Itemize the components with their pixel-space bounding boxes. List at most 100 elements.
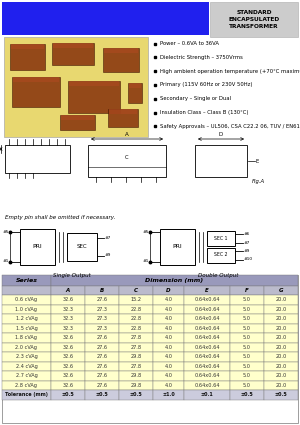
Bar (264, 295, 298, 304)
Bar (119, 295, 153, 304)
Text: 27.8: 27.8 (130, 335, 142, 340)
Bar (230, 323, 264, 333)
Text: SEC 2: SEC 2 (214, 252, 228, 258)
Bar (85, 352, 119, 362)
Text: 32.6: 32.6 (62, 345, 74, 350)
Bar (2, 314, 51, 323)
Bar (264, 323, 298, 333)
Text: 0.64x0.64: 0.64x0.64 (194, 364, 220, 369)
Bar (2, 286, 51, 295)
Bar (184, 314, 230, 323)
Bar (153, 371, 184, 380)
Text: Secondary – Single or Dual: Secondary – Single or Dual (160, 96, 231, 101)
Bar (61, 115, 94, 120)
Text: #5: #5 (142, 230, 149, 233)
Bar (51, 371, 85, 380)
Bar (69, 81, 119, 86)
Bar (60, 115, 95, 130)
Bar (2, 323, 51, 333)
Text: 0.64x0.64: 0.64x0.64 (194, 297, 220, 302)
Bar (2, 352, 51, 362)
Bar (160, 229, 195, 264)
Text: A: A (125, 132, 129, 137)
Bar (230, 333, 264, 343)
Text: Tolerance (mm): Tolerance (mm) (5, 392, 48, 397)
Bar (230, 343, 264, 352)
Text: #5: #5 (2, 230, 9, 233)
Bar (119, 286, 153, 295)
Text: 5.0: 5.0 (243, 326, 251, 331)
Text: ±0.5: ±0.5 (241, 392, 253, 397)
Bar (108, 109, 138, 127)
Text: 4.0: 4.0 (164, 373, 172, 378)
Text: ±0.5: ±0.5 (130, 392, 142, 397)
Bar (4, 37, 148, 137)
Bar (53, 43, 93, 48)
Bar (51, 275, 298, 286)
Text: 4.0: 4.0 (164, 316, 172, 321)
Bar (119, 362, 153, 371)
Bar (85, 314, 119, 323)
Text: 0.64x0.64: 0.64x0.64 (194, 316, 220, 321)
Text: Dimension (mm): Dimension (mm) (146, 278, 203, 283)
Text: 22.8: 22.8 (130, 316, 142, 321)
Text: 5.0: 5.0 (243, 373, 251, 378)
Text: 32.3: 32.3 (62, 316, 74, 321)
Bar (12, 77, 60, 107)
Bar (2, 295, 51, 304)
Bar (230, 304, 264, 314)
Text: 5.0: 5.0 (243, 354, 251, 359)
Bar (51, 295, 85, 304)
Text: 29.8: 29.8 (130, 373, 142, 378)
Text: #9: #9 (244, 249, 250, 252)
Text: 5.0: 5.0 (243, 345, 251, 350)
Text: F: F (245, 288, 249, 293)
Bar (2, 304, 51, 314)
Text: 5.0: 5.0 (243, 383, 251, 388)
Text: 4.0: 4.0 (164, 307, 172, 312)
Text: High ambient operation temperature (+70°C maximum): High ambient operation temperature (+70°… (160, 68, 300, 74)
Bar (230, 286, 264, 295)
Text: Power – 0.6VA to 36VA: Power – 0.6VA to 36VA (160, 41, 219, 46)
Bar (230, 352, 264, 362)
Text: 20.0: 20.0 (275, 297, 286, 302)
Bar (153, 362, 184, 371)
Text: SEC 1: SEC 1 (214, 235, 228, 241)
Text: 32.6: 32.6 (62, 297, 74, 302)
Text: 4.0: 4.0 (164, 326, 172, 331)
Text: 22.8: 22.8 (130, 307, 142, 312)
Text: E: E (256, 159, 259, 164)
Text: C: C (134, 288, 138, 293)
Text: 27.6: 27.6 (96, 297, 107, 302)
Text: 5.0: 5.0 (243, 307, 251, 312)
Bar (184, 380, 230, 390)
Bar (153, 389, 184, 400)
Text: #1: #1 (142, 260, 149, 264)
Text: D: D (219, 132, 223, 137)
Text: 20.0: 20.0 (275, 354, 286, 359)
Text: Single Output: Single Output (52, 273, 90, 278)
Text: 1.2 cVAg: 1.2 cVAg (16, 316, 37, 321)
Bar (85, 295, 119, 304)
Text: 27.8: 27.8 (130, 345, 142, 350)
Bar (68, 81, 120, 113)
Bar (128, 83, 142, 103)
Text: 2.4 cVAg: 2.4 cVAg (16, 364, 37, 369)
Bar (52, 43, 94, 65)
Text: 29.8: 29.8 (130, 383, 142, 388)
Text: 27.6: 27.6 (96, 345, 107, 350)
Text: 0.64x0.64: 0.64x0.64 (194, 335, 220, 340)
Text: ±0.5: ±0.5 (61, 392, 74, 397)
Text: 32.6: 32.6 (62, 364, 74, 369)
Bar (13, 77, 59, 82)
Text: 4.0: 4.0 (164, 297, 172, 302)
Bar (264, 343, 298, 352)
Bar (264, 304, 298, 314)
Bar (264, 362, 298, 371)
Text: ±1.0: ±1.0 (162, 392, 175, 397)
Text: 2.0 cVAg: 2.0 cVAg (16, 345, 38, 350)
Text: Fig.A: Fig.A (252, 179, 265, 184)
Bar (153, 304, 184, 314)
Text: 20.0: 20.0 (275, 335, 286, 340)
Text: #9: #9 (105, 253, 111, 258)
